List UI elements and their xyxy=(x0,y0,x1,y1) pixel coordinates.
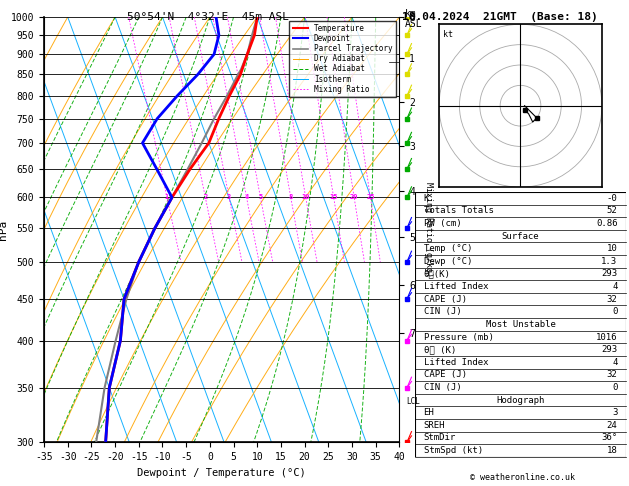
Text: Most Unstable: Most Unstable xyxy=(486,320,555,329)
Text: Pressure (mb): Pressure (mb) xyxy=(423,332,493,342)
Text: 10: 10 xyxy=(301,194,310,200)
Text: SREH: SREH xyxy=(423,421,445,430)
Text: 52: 52 xyxy=(607,207,618,215)
Text: 25: 25 xyxy=(366,194,375,200)
Text: 24: 24 xyxy=(607,421,618,430)
Text: EH: EH xyxy=(423,408,434,417)
Text: 18.04.2024  21GMT  (Base: 18): 18.04.2024 21GMT (Base: 18) xyxy=(402,12,598,22)
Text: -0: -0 xyxy=(607,194,618,203)
Text: 32: 32 xyxy=(607,370,618,380)
Text: StmSpd (kt): StmSpd (kt) xyxy=(423,446,482,455)
Text: Mixing Ratio (g/kg): Mixing Ratio (g/kg) xyxy=(425,182,433,277)
Text: 0: 0 xyxy=(612,383,618,392)
Text: CIN (J): CIN (J) xyxy=(423,307,461,316)
Text: 50°54'N  4°32'E  45m ASL: 50°54'N 4°32'E 45m ASL xyxy=(126,12,289,22)
Text: kt: kt xyxy=(443,30,453,38)
Text: 8: 8 xyxy=(289,194,293,200)
Legend: Temperature, Dewpoint, Parcel Trajectory, Dry Adiabat, Wet Adiabat, Isotherm, Mi: Temperature, Dewpoint, Parcel Trajectory… xyxy=(289,21,396,97)
Text: 2: 2 xyxy=(203,194,208,200)
Text: ASL: ASL xyxy=(405,19,423,29)
Text: Totals Totals: Totals Totals xyxy=(423,207,493,215)
Text: 4: 4 xyxy=(612,282,618,291)
Text: km: km xyxy=(405,9,417,19)
Text: θᴇ(K): θᴇ(K) xyxy=(423,269,450,278)
Text: CIN (J): CIN (J) xyxy=(423,383,461,392)
Text: 36°: 36° xyxy=(601,434,618,442)
Text: Lifted Index: Lifted Index xyxy=(423,282,488,291)
Text: CAPE (J): CAPE (J) xyxy=(423,370,467,380)
Text: 0.86: 0.86 xyxy=(596,219,618,228)
Text: 18: 18 xyxy=(607,446,618,455)
Text: Lifted Index: Lifted Index xyxy=(423,358,488,367)
Text: 15: 15 xyxy=(330,194,338,200)
Text: 5: 5 xyxy=(259,194,262,200)
Text: 4: 4 xyxy=(245,194,248,200)
Text: 0: 0 xyxy=(612,307,618,316)
Text: 4: 4 xyxy=(612,358,618,367)
Text: 1016: 1016 xyxy=(596,332,618,342)
Text: 3: 3 xyxy=(227,194,231,200)
Text: Temp (°C): Temp (°C) xyxy=(423,244,472,253)
Text: θᴇ (K): θᴇ (K) xyxy=(423,345,456,354)
Text: K: K xyxy=(423,194,429,203)
X-axis label: Dewpoint / Temperature (°C): Dewpoint / Temperature (°C) xyxy=(137,468,306,478)
Text: Dewp (°C): Dewp (°C) xyxy=(423,257,472,266)
Text: 293: 293 xyxy=(601,345,618,354)
Text: 32: 32 xyxy=(607,295,618,304)
Text: 3: 3 xyxy=(612,408,618,417)
Text: 1: 1 xyxy=(165,194,169,200)
Text: LCL: LCL xyxy=(406,397,420,406)
Text: 1.3: 1.3 xyxy=(601,257,618,266)
Text: CAPE (J): CAPE (J) xyxy=(423,295,467,304)
Text: Surface: Surface xyxy=(502,232,539,241)
Text: PW (cm): PW (cm) xyxy=(423,219,461,228)
Text: © weatheronline.co.uk: © weatheronline.co.uk xyxy=(470,473,574,482)
Text: 10: 10 xyxy=(607,244,618,253)
Text: StmDir: StmDir xyxy=(423,434,456,442)
Text: 293: 293 xyxy=(601,269,618,278)
Text: 20: 20 xyxy=(350,194,359,200)
Text: Hodograph: Hodograph xyxy=(496,396,545,404)
Y-axis label: hPa: hPa xyxy=(0,220,8,240)
